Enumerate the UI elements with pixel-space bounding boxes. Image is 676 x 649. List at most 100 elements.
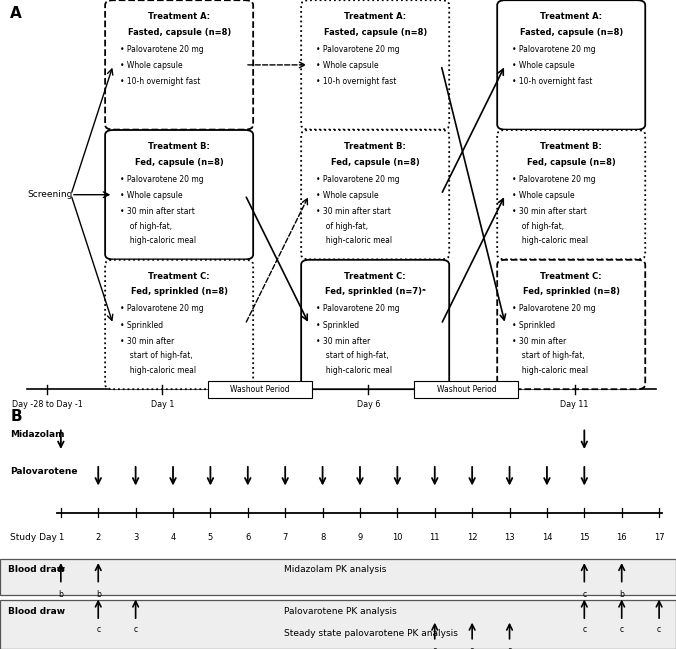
Text: c: c bbox=[657, 625, 661, 634]
Text: Screening: Screening bbox=[27, 190, 72, 199]
Text: 12: 12 bbox=[467, 533, 477, 541]
Text: Fed, sprinkled (n=8): Fed, sprinkled (n=8) bbox=[523, 288, 620, 297]
Text: 3: 3 bbox=[133, 533, 139, 541]
Text: Day 1: Day 1 bbox=[151, 400, 174, 408]
Text: start of high-fat,: start of high-fat, bbox=[126, 352, 193, 360]
Text: Treatment B:: Treatment B: bbox=[148, 142, 210, 151]
Text: • Whole capsule: • Whole capsule bbox=[316, 61, 379, 70]
Text: Washout Period: Washout Period bbox=[231, 385, 290, 394]
Text: Treatment A:: Treatment A: bbox=[540, 12, 602, 21]
Text: • Palovarotene 20 mg: • Palovarotene 20 mg bbox=[512, 304, 596, 313]
Text: Treatment A:: Treatment A: bbox=[148, 12, 210, 21]
Text: c: c bbox=[470, 646, 474, 649]
Text: Blood draw: Blood draw bbox=[8, 565, 66, 574]
FancyBboxPatch shape bbox=[208, 382, 312, 397]
Text: b: b bbox=[96, 590, 101, 599]
Text: Fed, capsule (n=8): Fed, capsule (n=8) bbox=[331, 158, 420, 167]
Text: 9: 9 bbox=[358, 533, 362, 541]
Text: high-caloric meal: high-caloric meal bbox=[322, 236, 393, 245]
Text: 13: 13 bbox=[504, 533, 515, 541]
Text: 1: 1 bbox=[58, 533, 64, 541]
Text: high-caloric meal: high-caloric meal bbox=[322, 366, 393, 375]
Text: 14: 14 bbox=[541, 533, 552, 541]
Text: Treatment B:: Treatment B: bbox=[540, 142, 602, 151]
FancyBboxPatch shape bbox=[105, 260, 253, 389]
Text: of high-fat,: of high-fat, bbox=[322, 222, 368, 230]
Text: c: c bbox=[508, 646, 512, 649]
FancyBboxPatch shape bbox=[497, 0, 645, 130]
Text: • Palovarotene 20 mg: • Palovarotene 20 mg bbox=[316, 45, 400, 54]
Text: c: c bbox=[134, 625, 138, 634]
Text: A: A bbox=[10, 6, 22, 21]
Text: Treatment C:: Treatment C: bbox=[540, 272, 602, 281]
Text: c: c bbox=[433, 646, 437, 649]
Bar bbox=[0, 559, 676, 596]
Text: Treatment C:: Treatment C: bbox=[148, 272, 210, 281]
FancyBboxPatch shape bbox=[414, 382, 518, 397]
Text: of high-fat,: of high-fat, bbox=[518, 222, 564, 230]
Text: Fasted, capsule (n=8): Fasted, capsule (n=8) bbox=[324, 28, 427, 37]
Text: • Whole capsule: • Whole capsule bbox=[120, 61, 183, 70]
Text: c: c bbox=[582, 590, 586, 599]
Text: • Sprinkled: • Sprinkled bbox=[512, 321, 555, 330]
Text: • Palovarotene 20 mg: • Palovarotene 20 mg bbox=[512, 175, 596, 184]
Text: • 10-h overnight fast: • 10-h overnight fast bbox=[512, 77, 592, 86]
Text: 2: 2 bbox=[95, 533, 101, 541]
Text: 4: 4 bbox=[170, 533, 176, 541]
Text: Day 6: Day 6 bbox=[357, 400, 380, 408]
Text: high-caloric meal: high-caloric meal bbox=[126, 236, 197, 245]
Text: high-caloric meal: high-caloric meal bbox=[518, 366, 589, 375]
Text: Fed, capsule (n=8): Fed, capsule (n=8) bbox=[135, 158, 224, 167]
Text: Washout Period: Washout Period bbox=[437, 385, 496, 394]
Text: • Palovarotene 20 mg: • Palovarotene 20 mg bbox=[316, 175, 400, 184]
Text: Fasted, capsule (n=8): Fasted, capsule (n=8) bbox=[128, 28, 231, 37]
Text: • Sprinkled: • Sprinkled bbox=[316, 321, 359, 330]
Text: Treatment B:: Treatment B: bbox=[344, 142, 406, 151]
Text: Fed, sprinkled (n=8): Fed, sprinkled (n=8) bbox=[130, 288, 228, 297]
Text: Day -28 to Day -1: Day -28 to Day -1 bbox=[12, 400, 82, 408]
Text: • 30 min after: • 30 min after bbox=[512, 337, 566, 346]
Text: • Whole capsule: • Whole capsule bbox=[316, 191, 379, 200]
Text: Midazolam: Midazolam bbox=[10, 430, 65, 439]
Text: • Sprinkled: • Sprinkled bbox=[120, 321, 163, 330]
Text: • Palovarotene 20 mg: • Palovarotene 20 mg bbox=[120, 45, 203, 54]
Text: 7: 7 bbox=[283, 533, 288, 541]
Text: c: c bbox=[96, 625, 100, 634]
Text: 15: 15 bbox=[579, 533, 589, 541]
Text: high-caloric meal: high-caloric meal bbox=[518, 236, 589, 245]
FancyBboxPatch shape bbox=[105, 130, 253, 260]
Text: 11: 11 bbox=[429, 533, 440, 541]
Text: • 30 min after: • 30 min after bbox=[316, 337, 370, 346]
Text: Treatment C:: Treatment C: bbox=[344, 272, 406, 281]
Text: • 30 min after: • 30 min after bbox=[120, 337, 174, 346]
Text: • 30 min after start: • 30 min after start bbox=[120, 207, 195, 216]
FancyBboxPatch shape bbox=[497, 260, 645, 389]
FancyBboxPatch shape bbox=[301, 0, 449, 130]
Text: Palovarotene: Palovarotene bbox=[10, 467, 78, 476]
Text: b: b bbox=[58, 590, 64, 599]
Text: Palovarotene PK analysis: Palovarotene PK analysis bbox=[284, 607, 397, 616]
FancyBboxPatch shape bbox=[497, 130, 645, 260]
Text: 6: 6 bbox=[245, 533, 251, 541]
Text: c: c bbox=[582, 625, 586, 634]
Text: • Whole capsule: • Whole capsule bbox=[512, 61, 575, 70]
Text: Fasted, capsule (n=8): Fasted, capsule (n=8) bbox=[520, 28, 623, 37]
Text: • Palovarotene 20 mg: • Palovarotene 20 mg bbox=[512, 45, 596, 54]
Text: high-caloric meal: high-caloric meal bbox=[126, 366, 197, 375]
Text: b: b bbox=[619, 590, 624, 599]
Text: • 30 min after start: • 30 min after start bbox=[316, 207, 391, 216]
Text: Study Day: Study Day bbox=[10, 533, 57, 541]
Text: Treatment A:: Treatment A: bbox=[344, 12, 406, 21]
Text: 5: 5 bbox=[208, 533, 213, 541]
Text: Fed, capsule (n=8): Fed, capsule (n=8) bbox=[527, 158, 616, 167]
Text: • Whole capsule: • Whole capsule bbox=[512, 191, 575, 200]
Text: c: c bbox=[620, 625, 624, 634]
Text: • Whole capsule: • Whole capsule bbox=[120, 191, 183, 200]
FancyBboxPatch shape bbox=[301, 260, 449, 389]
Text: Midazolam PK analysis: Midazolam PK analysis bbox=[284, 565, 386, 574]
Text: start of high-fat,: start of high-fat, bbox=[518, 352, 585, 360]
Text: 8: 8 bbox=[320, 533, 325, 541]
Text: Blood draw: Blood draw bbox=[8, 607, 66, 616]
Bar bbox=[0, 600, 676, 649]
Text: • 10-h overnight fast: • 10-h overnight fast bbox=[120, 77, 200, 86]
